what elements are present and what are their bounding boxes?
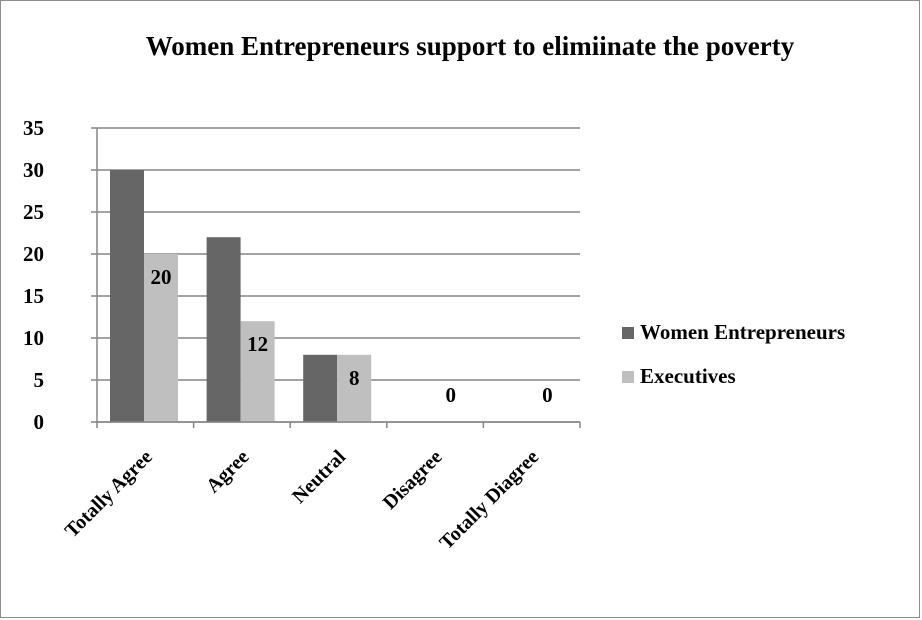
y-tick-label: 20 [23, 242, 44, 266]
y-tick-label: 15 [23, 284, 44, 308]
data-label: 8 [349, 366, 360, 390]
x-category-label: Agree [202, 446, 254, 498]
x-category-label: Disagree [379, 446, 447, 514]
y-tick-label: 0 [34, 410, 45, 434]
data-label: 0 [542, 383, 553, 407]
bar-women-entrepreneurs-neutral [303, 354, 338, 422]
bar-women-entrepreneurs-totally-agree [110, 170, 144, 422]
data-label: 12 [247, 332, 268, 356]
x-category-label: Totally Diagree [435, 446, 543, 554]
legend-label-1: Women Entrepreneurs [640, 320, 845, 344]
data-label: 0 [446, 383, 457, 407]
y-tick-label: 35 [23, 116, 44, 140]
data-label: 20 [151, 265, 172, 289]
bar-executives-neutral [337, 354, 372, 422]
y-tick-label: 30 [23, 158, 44, 182]
bar-women-entrepreneurs-agree [206, 237, 241, 422]
legend-swatch-1 [622, 327, 634, 339]
y-tick-label: 25 [23, 200, 44, 224]
x-category-label: Totally Agree [61, 446, 157, 542]
bar-executives-totally-agree [144, 254, 178, 422]
y-tick-label: 5 [34, 368, 45, 392]
x-category-label: Neutral [288, 446, 350, 508]
legend-swatch-2 [622, 371, 634, 383]
chart-title: Women Entrepreneurs support to elimiinat… [145, 31, 795, 61]
y-tick-label: 10 [23, 326, 44, 350]
legend-label-2: Executives [640, 364, 736, 388]
bar-executives-agree [240, 321, 275, 422]
